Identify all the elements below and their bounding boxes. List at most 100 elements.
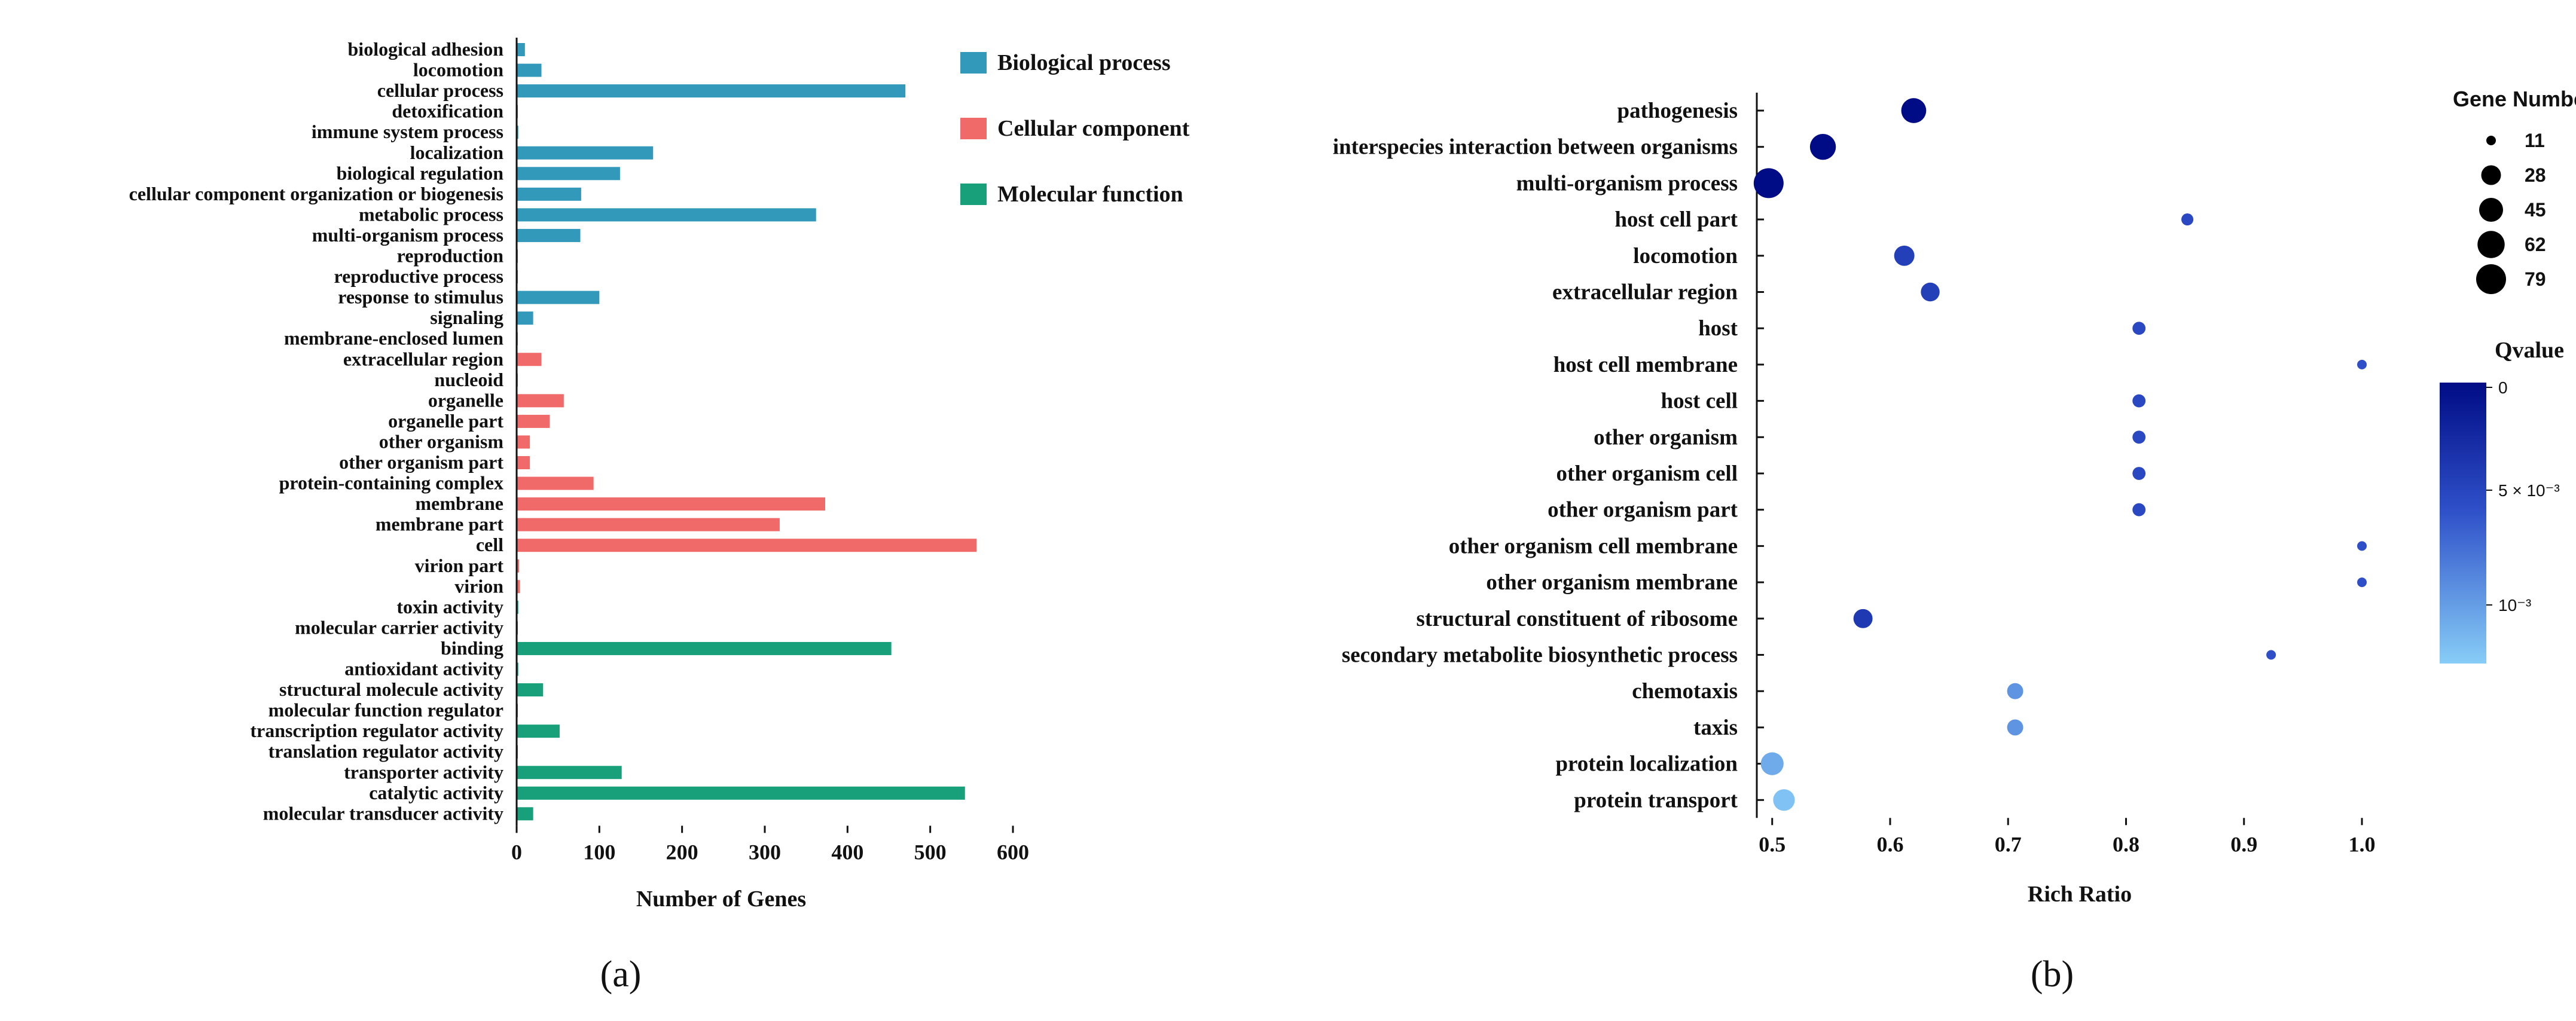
panel-b-category-extracellular-region: extracellular region: [1552, 280, 1738, 305]
panel-a-bar-biological-adhesion: [517, 43, 525, 56]
panel-a-bar-virion: [517, 580, 520, 594]
panel-b-qvalue-tick-label-0: 0: [2498, 378, 2508, 397]
panel-b-point-extracellular-region: [1921, 282, 1940, 302]
panel-a-category-signaling: signaling: [430, 307, 503, 328]
panel-a-category-multi-organism-process: multi-organism process: [312, 224, 503, 246]
panel-b-category-other-organism: other organism: [1594, 425, 1738, 450]
panel-a-category-antioxidant-activity: antioxidant activity: [344, 658, 503, 680]
panel-a-legend-label-molecular-function: Molecular function: [997, 182, 1183, 207]
panel-a-category-detoxification: detoxification: [392, 100, 503, 122]
panel-b-category-locomotion: locomotion: [1633, 244, 1738, 268]
panel-a-bar-multi-organism-process: [517, 228, 581, 242]
panel-b-category-host-cell-membrane: host cell membrane: [1553, 353, 1738, 377]
panel-b-qvalue-tick-label-2: 10⁻³: [2498, 596, 2531, 615]
panel-a-bar-catalytic-activity: [517, 786, 965, 800]
panel-b-point-other-organism: [2132, 430, 2146, 444]
panel-a-category-structural-molecule-activity: structural molecule activity: [279, 678, 503, 700]
panel-b-x-tick-label-1-0: 1.0: [2349, 832, 2376, 856]
panel-a-bar-protein-containing-complex: [517, 476, 594, 490]
panel-b-size-legend-title: Gene Number: [2453, 87, 2576, 111]
panel-a-bar-membrane-part: [517, 518, 780, 531]
panel-b-point-host-cell-membrane: [2357, 359, 2367, 369]
panel-a-category-metabolic-process: metabolic process: [359, 203, 503, 225]
panel-a-bar-other-organism: [517, 435, 530, 449]
panel-b-x-tick-label-0-9: 0.9: [2230, 832, 2257, 856]
panel-a-category-catalytic-activity: catalytic activity: [369, 782, 503, 803]
panel-b-size-legend-dot-28: [2481, 165, 2501, 185]
panel-a-category-protein-containing-complex: protein-containing complex: [279, 472, 503, 494]
panel-b-category-chemotaxis: chemotaxis: [1632, 679, 1738, 704]
panel-b-point-protein-transport: [1773, 789, 1795, 811]
panel-a-legend: Biological process Cellular component Mole…: [960, 50, 1190, 207]
panel-a-category-molecular-transducer-activity: molecular transducer activity: [263, 802, 503, 824]
panel-a-bar-transporter-activity: [517, 766, 622, 779]
panel-b-point-locomotion: [1894, 245, 1915, 266]
panel-a-bar-cellular-process: [517, 84, 906, 98]
panel-a-category-response-to-stimulus: response to stimulus: [338, 286, 503, 308]
panel-b-category-other-organism-part: other organism part: [1548, 498, 1738, 522]
panel-a-category-cell: cell: [476, 534, 503, 555]
panel-a-category-extracellular-region: extracellular region: [343, 348, 503, 369]
panel-a-category-organelle: organelle: [428, 389, 503, 411]
panel-b-x-tick-label-0-5: 0.5: [1759, 832, 1786, 856]
panel-b-qvalue-legend-title: Qvalue: [2495, 338, 2564, 363]
panel-b-category-host-cell: host cell: [1661, 389, 1738, 414]
panel-a-bars: [517, 43, 977, 821]
panel-a-legend-swatch-biological-process: [960, 52, 987, 74]
panel-a-category-virion-part: virion part: [415, 555, 504, 576]
panel-b-point-host: [2132, 322, 2146, 335]
panel-b-point-other-organism-membrane: [2357, 577, 2367, 588]
panel-b-qvalue-legend: Qvalue 0 5 × 10⁻³ 10⁻³: [2440, 338, 2564, 664]
panel-a-bar-binding: [517, 641, 892, 655]
panel-a-bar-biological-regulation: [517, 167, 620, 181]
panel-a-bar-organelle-part: [517, 414, 550, 428]
panel-b-category-multi-organism-process: multi-organism process: [1516, 171, 1738, 195]
panel-b-x-tick-label-0-8: 0.8: [2113, 832, 2139, 856]
panel-b-axes: 0.5 0.6 0.7 0.8 0.9 1.0: [1756, 93, 2376, 856]
panel-a-bar-locomotion: [517, 63, 542, 77]
panel-b-qvalue-tick-label-1: 5 × 10⁻³: [2498, 481, 2560, 500]
panel-b-category-interspecies-interaction-between-organisms: interspecies interaction between organis…: [1333, 135, 1738, 160]
panel-a-bar-transcription-regulator-activity: [517, 725, 560, 738]
panel-b-point-host-cell-part: [2181, 213, 2194, 226]
panel-b-point-taxis: [2007, 719, 2023, 736]
panel-a-legend-swatch-molecular-function: [960, 184, 987, 205]
panel-b-x-axis-title: Rich Ratio: [2028, 882, 2132, 907]
panel-a-category-membrane: membrane: [415, 493, 503, 514]
panel-b-size-legend-label-62: 62: [2525, 234, 2546, 255]
panel-b-category-other-organism-cell-membrane: other organism cell membrane: [1449, 534, 1738, 558]
panel-b-category-protein-localization: protein localization: [1555, 752, 1738, 777]
panel-a-bar-metabolic-process: [517, 208, 816, 222]
panel-b-point-other-organism-cell-membrane: [2357, 541, 2367, 551]
panel-b-category-other-organism-membrane: other organism membrane: [1486, 570, 1738, 595]
panel-a-bar-virion-part: [517, 559, 520, 573]
panel-a-legend-swatch-cellular-component: [960, 118, 987, 139]
panel-b-category-taxis: taxis: [1693, 716, 1738, 740]
panel-a-bar-molecular-transducer-activity: [517, 807, 533, 821]
panel-b-point-chemotaxis: [2007, 683, 2023, 699]
panel-a-category-organelle-part: organelle part: [388, 410, 503, 432]
panel-a-category-nucleoid: nucleoid: [434, 369, 503, 390]
panel-a-x-tick-label-500: 500: [914, 840, 947, 864]
panel-b-label: (b): [2031, 954, 2074, 995]
panel-b-category-secondary-metabolite-biosynthetic-process: secondary metabolite biosynthetic proces…: [1342, 643, 1738, 668]
panel-b-point-pathogenesis: [1901, 98, 1927, 123]
panel-b-size-legend: Gene Number 11 28 45 62 79: [2453, 87, 2576, 294]
panel-a-x-tick-label-0: 0: [511, 840, 522, 864]
panel-b-size-legend-label-79: 79: [2525, 268, 2546, 290]
panel-a-category-binding: binding: [441, 637, 503, 659]
panel-a-x-tick-label-400: 400: [831, 840, 863, 864]
panel-a-bar-cell: [517, 539, 977, 552]
panel-a-bar-response-to-stimulus: [517, 291, 600, 304]
panel-b-point-other-organism-cell: [2132, 467, 2146, 480]
panel-b-x-tick-label-0-6: 0.6: [1876, 832, 1903, 856]
panel-a-bar-cellular-component-organization-or-biogenesis: [517, 187, 581, 201]
panel-b-category-host: host: [1698, 316, 1738, 341]
panel-a-bar-organelle: [517, 394, 564, 408]
panel-a-category-membrane-enclosed-lumen: membrane-enclosed lumen: [284, 328, 503, 349]
panel-a-bar-extracellular-region: [517, 353, 542, 366]
panel-b-size-legend-label-11: 11: [2525, 130, 2545, 151]
panel-a-category-localization: localization: [410, 142, 504, 163]
